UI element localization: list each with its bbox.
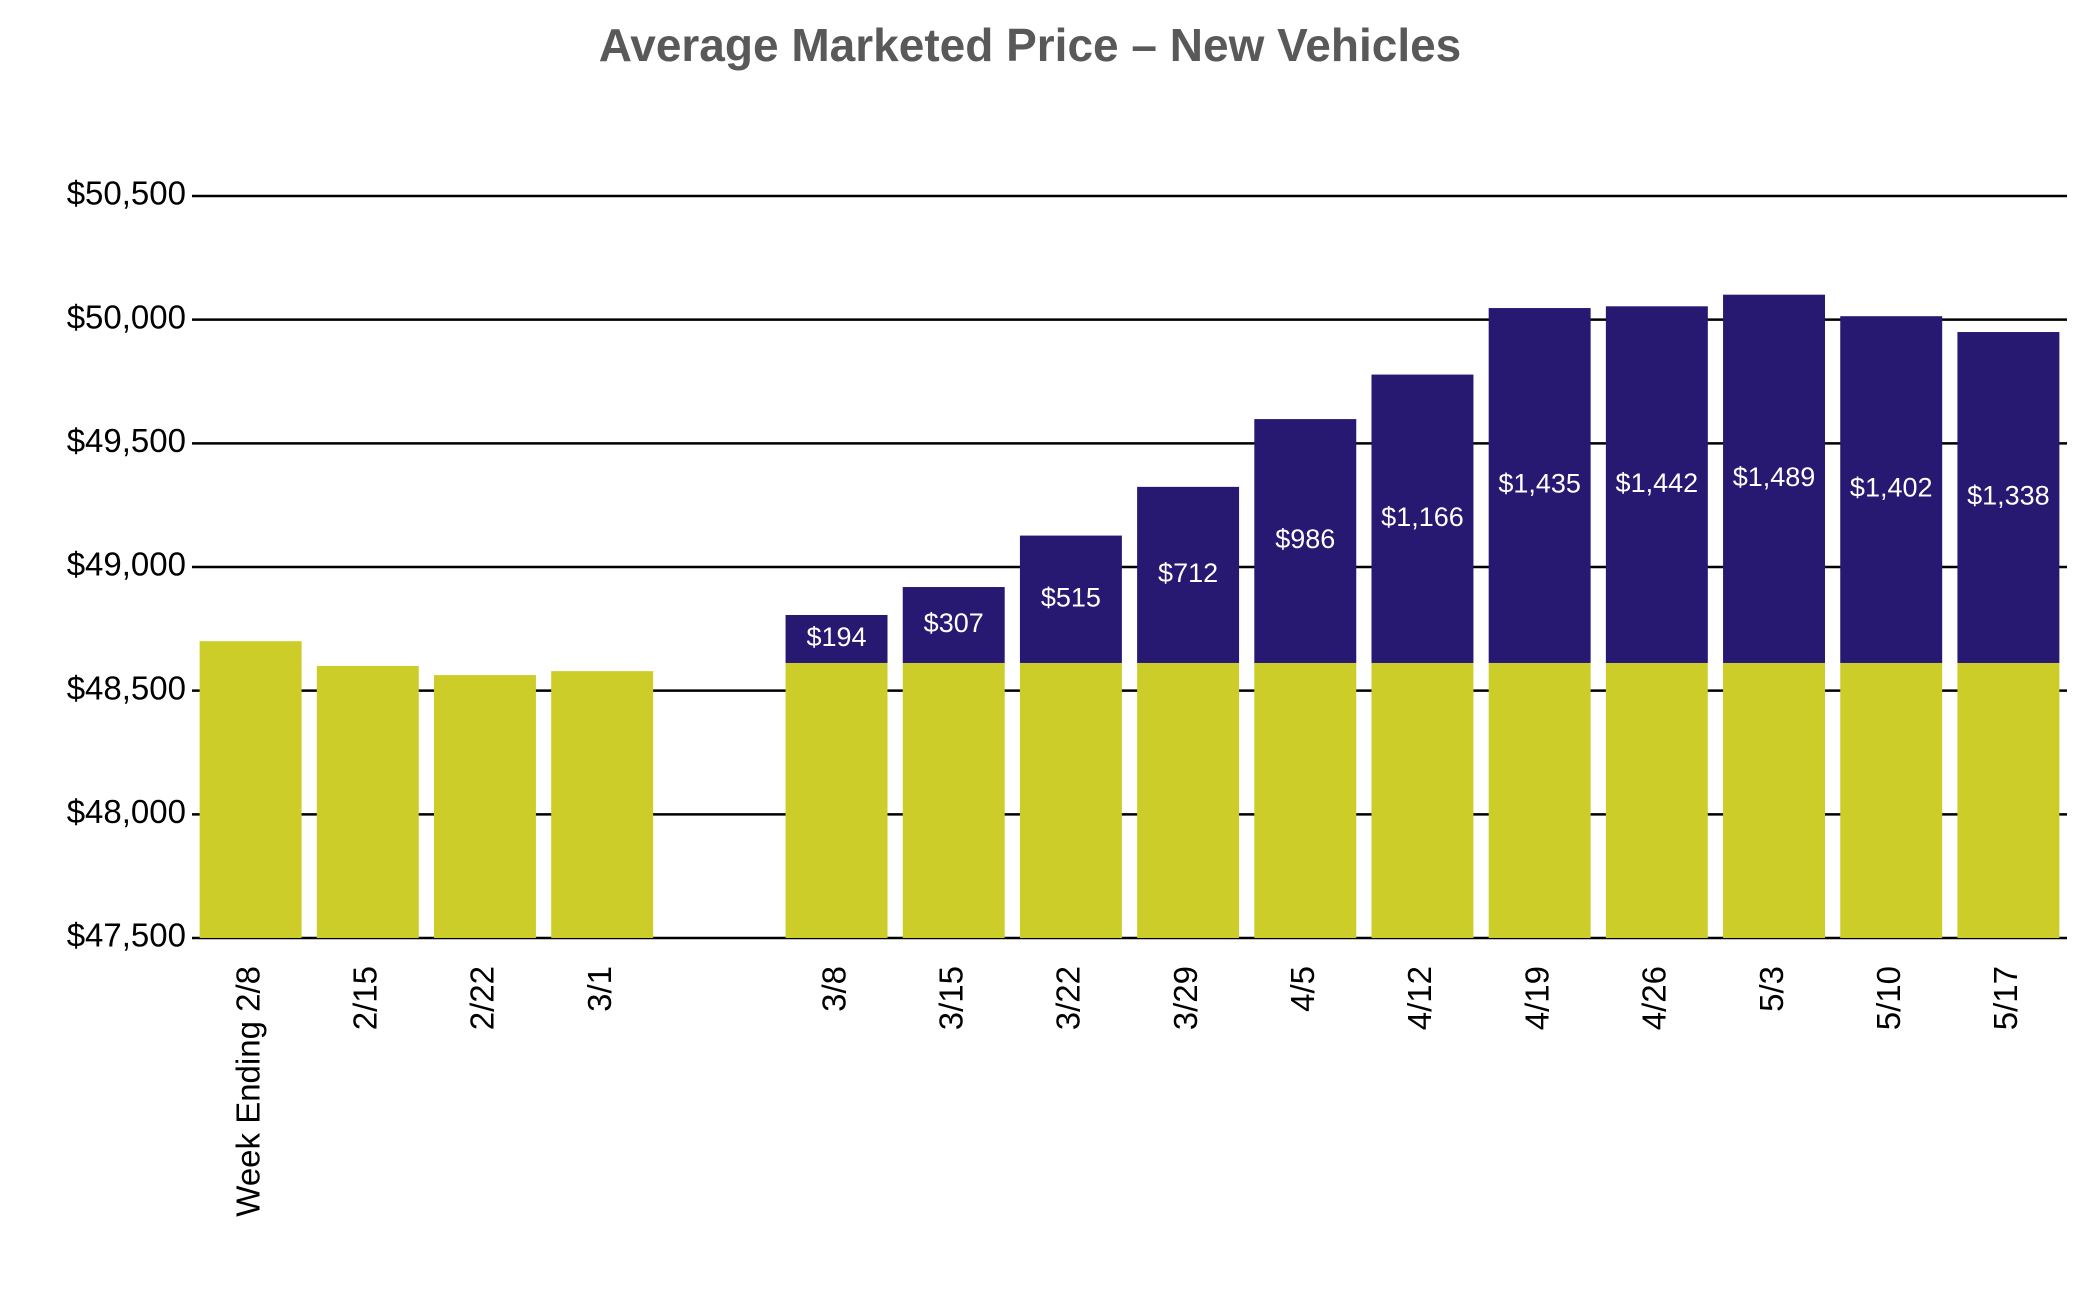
data-label: $1,338 bbox=[1967, 481, 2050, 511]
x-tick-label: 3/22 bbox=[1050, 966, 1087, 1030]
bar-segment bbox=[902, 587, 1005, 663]
x-tick-label: Week Ending 2/8 bbox=[229, 966, 266, 1217]
y-tick-label: $50,000 bbox=[67, 298, 186, 335]
x-tick-label: 4/19 bbox=[1518, 966, 1555, 1030]
data-label: $1,442 bbox=[1616, 468, 1699, 498]
x-tick-label: 5/10 bbox=[1870, 966, 1907, 1030]
bar-segment bbox=[1957, 332, 2060, 663]
x-tick-label: 2/22 bbox=[464, 966, 501, 1030]
data-label: $307 bbox=[924, 608, 984, 638]
data-label: $1,166 bbox=[1381, 502, 1464, 532]
bar-segment bbox=[1723, 294, 1826, 663]
bar-segment bbox=[1605, 662, 1708, 938]
y-tick-label: $48,000 bbox=[67, 793, 186, 830]
x-tick-label: 5/3 bbox=[1753, 966, 1790, 1012]
bar-segment bbox=[1371, 374, 1474, 663]
y-tick-label: $48,500 bbox=[67, 669, 186, 706]
bar-segment bbox=[1019, 535, 1122, 663]
data-label: $986 bbox=[1275, 524, 1335, 554]
x-tick-label: 4/5 bbox=[1284, 966, 1321, 1012]
bar-segment bbox=[785, 614, 888, 663]
y-tick-label: $49,500 bbox=[67, 422, 186, 459]
bar-segment bbox=[1488, 662, 1591, 938]
bar-segment bbox=[785, 662, 888, 938]
y-tick-label: $49,000 bbox=[67, 546, 186, 583]
bar-segment bbox=[1957, 662, 2060, 938]
x-tick-label: 2/15 bbox=[347, 966, 384, 1030]
bar-segment bbox=[551, 671, 654, 938]
x-tick-label: 3/29 bbox=[1167, 966, 1204, 1030]
bar-segment bbox=[1723, 662, 1826, 938]
x-tick-label: 4/26 bbox=[1636, 966, 1673, 1030]
bar-segment bbox=[1840, 316, 1943, 663]
data-label: $1,402 bbox=[1850, 473, 1933, 503]
y-tick-label: $50,500 bbox=[67, 175, 186, 212]
bar-segment bbox=[1605, 306, 1708, 663]
x-tick-label: 3/8 bbox=[815, 966, 852, 1012]
bar-segment bbox=[1137, 486, 1240, 663]
x-tick-label: 4/12 bbox=[1401, 966, 1438, 1030]
y-tick-label: $47,500 bbox=[67, 917, 186, 954]
data-label: $1,435 bbox=[1498, 469, 1581, 499]
bar-segment bbox=[1371, 662, 1474, 938]
data-label: $712 bbox=[1158, 558, 1218, 588]
bar-segment bbox=[1019, 662, 1122, 938]
data-label: $194 bbox=[806, 622, 866, 652]
bar-segment bbox=[316, 665, 419, 938]
x-tick-label: 3/15 bbox=[932, 966, 969, 1030]
x-tick-label: 3/1 bbox=[581, 966, 618, 1012]
bar-segment bbox=[199, 641, 302, 938]
bar-segment bbox=[1488, 308, 1591, 663]
bar-segment bbox=[1254, 419, 1357, 663]
chart-title: Average Marketed Price – New Vehicles bbox=[599, 19, 1462, 71]
x-tick-label: 5/17 bbox=[1987, 966, 2024, 1030]
bar-segment bbox=[902, 662, 1005, 938]
bar-segment bbox=[1840, 662, 1943, 938]
bar-segment bbox=[433, 675, 536, 938]
data-label: $515 bbox=[1041, 582, 1101, 612]
data-label: $1,489 bbox=[1733, 462, 1816, 492]
bar-segment bbox=[1254, 662, 1357, 938]
bar-segment bbox=[1137, 662, 1240, 938]
